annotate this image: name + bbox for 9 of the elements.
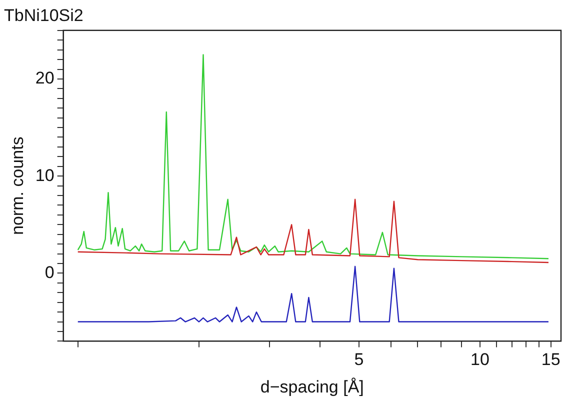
y-tick-label: 0 — [44, 262, 54, 282]
x-axis-title: d−spacing [Å] — [260, 377, 364, 396]
y-tick-label: 20 — [35, 68, 54, 88]
chart-title: TbNi10Si2 — [4, 6, 84, 25]
x-tick-label: 5 — [354, 350, 364, 370]
x-tick-label: 10 — [470, 350, 490, 370]
x-tick-label: 15 — [541, 350, 560, 370]
y-tick-label: 10 — [35, 166, 54, 185]
y-axis-title: norm. counts — [8, 136, 27, 235]
